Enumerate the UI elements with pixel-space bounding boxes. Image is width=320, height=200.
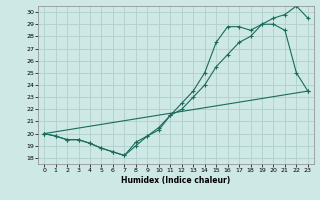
X-axis label: Humidex (Indice chaleur): Humidex (Indice chaleur) [121, 176, 231, 185]
